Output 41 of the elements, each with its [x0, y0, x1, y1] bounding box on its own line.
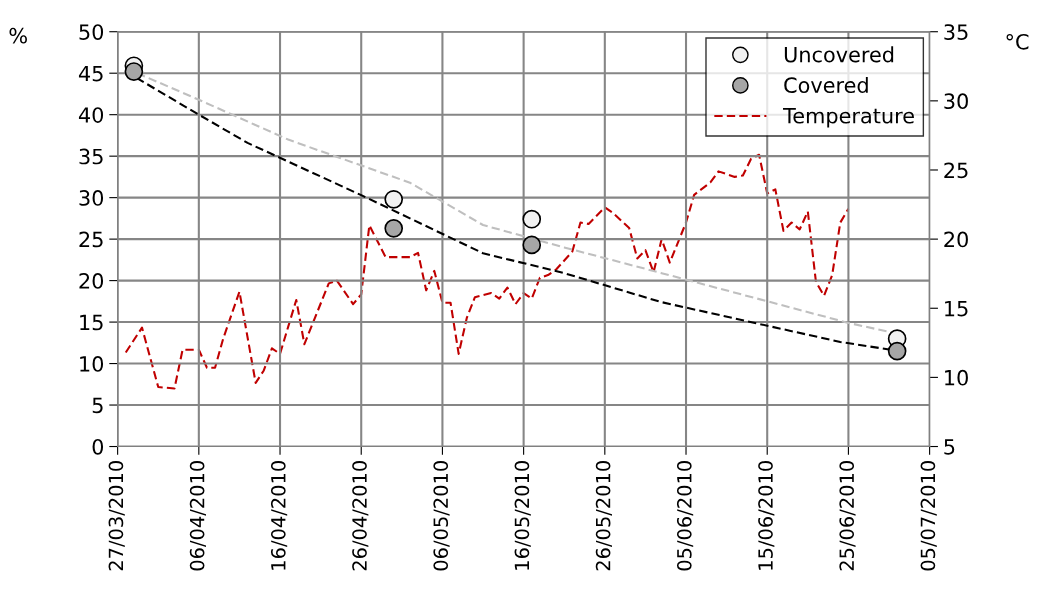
- x-tick-label: 27/03/2010: [108, 461, 125, 571]
- y2-tick-label: 25: [944, 162, 968, 179]
- legend-label: Covered: [784, 76, 868, 94]
- point: [522, 209, 542, 229]
- y2-tick-label: 5: [944, 439, 955, 455]
- y-tick-label: 15: [80, 314, 103, 331]
- x-tick-label: 16/04/2010: [270, 461, 288, 570]
- y-tick-label: 50: [79, 24, 104, 40]
- x-tick-label: 25/06/2010: [839, 461, 856, 571]
- y-tick-label: 10: [80, 356, 104, 372]
- point: [522, 235, 542, 255]
- point: [124, 62, 144, 81]
- y-tick-label: 0: [92, 438, 104, 455]
- legend-label: Temperature: [783, 108, 914, 128]
- y2-axis-title: °C: [1006, 33, 1029, 50]
- y2-tick-label: 20: [944, 231, 968, 248]
- legend-label: Uncovered: [784, 46, 894, 63]
- y-tick-label: 20: [79, 273, 104, 289]
- y-tick-label: 25: [79, 231, 103, 248]
- x-tick-label: 05/07/2010: [920, 461, 937, 571]
- x-tick-label: 06/04/2010: [189, 461, 206, 571]
- y-tick-label: 40: [78, 107, 104, 123]
- x-tick-label: 26/05/2010: [595, 461, 612, 571]
- point: [384, 218, 404, 238]
- x-tick-label: 15/06/2010: [758, 461, 775, 570]
- x-tick-label: 16/05/2010: [514, 461, 531, 570]
- x-tick-label: 26/04/2010: [352, 461, 369, 571]
- y-tick-label: 35: [79, 148, 103, 165]
- line-series: [124, 153, 850, 390]
- y-tick-label: 45: [78, 65, 103, 82]
- y2-tick-label: 10: [945, 369, 968, 386]
- point: [384, 189, 404, 209]
- y2-tick-label: 30: [944, 93, 968, 110]
- point: [887, 341, 907, 361]
- x-tick-label: 06/05/2010: [433, 461, 450, 571]
- y-tick-label: 5: [92, 397, 103, 414]
- y2-tick-label: 15: [945, 300, 968, 317]
- x-tick-label: 05/06/2010: [676, 461, 694, 571]
- y2-tick-label: 35: [944, 24, 968, 40]
- y-axis-title: %: [9, 27, 27, 44]
- y-tick-label: 30: [79, 190, 104, 206]
